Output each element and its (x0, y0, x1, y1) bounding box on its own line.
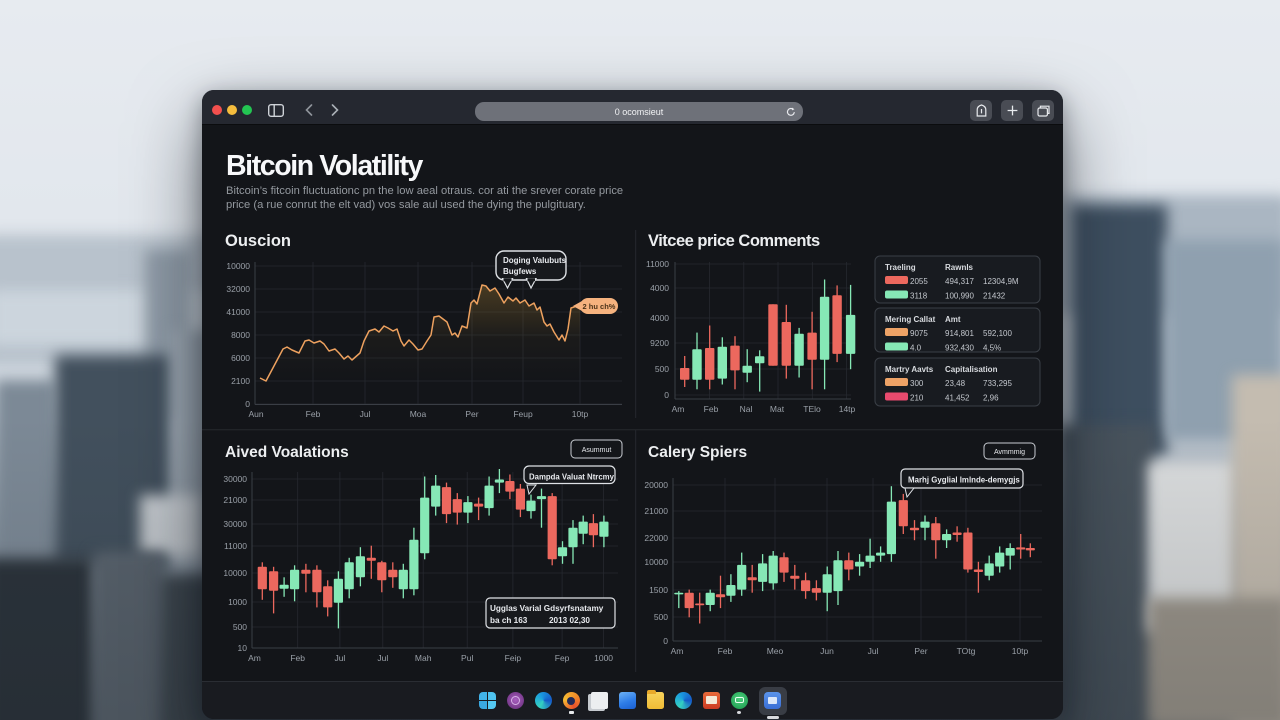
svg-text:Fep: Fep (555, 653, 570, 663)
svg-text:22000: 22000 (644, 533, 668, 543)
svg-text:9075: 9075 (910, 329, 928, 338)
svg-text:Vitcee price Comments: Vitcee price Comments (648, 232, 820, 250)
svg-text:ba ch 163: ba ch 163 (490, 616, 528, 625)
svg-text:500: 500 (654, 612, 668, 622)
svg-text:2100: 2100 (231, 376, 250, 386)
svg-text:Meo: Meo (767, 646, 784, 656)
svg-text:2,96: 2,96 (983, 394, 999, 403)
svg-text:0: 0 (663, 636, 668, 646)
svg-text:4.0: 4.0 (910, 344, 922, 353)
svg-text:1500: 1500 (649, 585, 668, 595)
svg-text:2 hu ch%: 2 hu ch% (583, 302, 616, 311)
svg-text:Am: Am (672, 404, 685, 414)
svg-text:Doging Valubuts: Doging Valubuts (503, 256, 567, 265)
svg-text:4000: 4000 (650, 283, 669, 293)
svg-text:9200: 9200 (650, 338, 669, 348)
svg-text:32000: 32000 (226, 284, 250, 294)
svg-text:210: 210 (910, 394, 924, 403)
svg-text:500: 500 (655, 364, 669, 374)
svg-text:8000: 8000 (231, 330, 250, 340)
svg-text:500: 500 (233, 622, 247, 632)
svg-text:23,48: 23,48 (945, 379, 966, 388)
svg-text:Asummut: Asummut (582, 447, 612, 454)
svg-text:Nal: Nal (740, 404, 753, 414)
svg-text:10tp: 10tp (572, 409, 589, 419)
svg-text:592,100: 592,100 (983, 329, 1012, 338)
svg-text:10000: 10000 (223, 568, 247, 578)
svg-text:2013 02,30: 2013 02,30 (549, 616, 590, 625)
svg-text:21000: 21000 (223, 495, 247, 505)
svg-text:Dampda Valuat Ntrcmy: Dampda Valuat Ntrcmy (529, 473, 615, 482)
svg-text:Feb: Feb (306, 409, 321, 419)
svg-text:4,5%: 4,5% (983, 344, 1001, 353)
svg-text:21432: 21432 (983, 292, 1006, 301)
svg-text:100,990: 100,990 (945, 292, 974, 301)
svg-text:932,430: 932,430 (945, 344, 974, 353)
svg-text:Avmmmig: Avmmmig (994, 449, 1025, 456)
svg-text:20000: 20000 (644, 480, 668, 490)
svg-text:12304,9M: 12304,9M (983, 277, 1019, 286)
svg-text:21000: 21000 (644, 506, 668, 516)
svg-text:300: 300 (910, 379, 924, 388)
svg-text:41,452: 41,452 (945, 394, 970, 403)
svg-text:11000: 11000 (646, 259, 669, 269)
svg-text:733,295: 733,295 (983, 379, 1012, 388)
svg-text:30000: 30000 (223, 474, 247, 484)
svg-text:Moa: Moa (410, 409, 427, 419)
svg-text:10: 10 (238, 643, 248, 653)
svg-text:3118: 3118 (910, 292, 928, 301)
svg-text:1000: 1000 (594, 653, 613, 663)
svg-text:Jun: Jun (820, 646, 834, 656)
svg-text:Ugglas Varial Gdsyrfsnatamy: Ugglas Varial Gdsyrfsnatamy (490, 604, 604, 613)
svg-text:6000: 6000 (231, 353, 250, 363)
svg-text:Per: Per (914, 646, 927, 656)
svg-text:10000: 10000 (226, 261, 250, 271)
svg-text:Feup: Feup (513, 409, 533, 419)
svg-text:Martry Aavts: Martry Aavts (885, 365, 934, 374)
svg-text:Jul: Jul (377, 653, 388, 663)
svg-text:14tp: 14tp (839, 404, 856, 414)
svg-text:1000: 1000 (228, 597, 247, 607)
svg-text:Aived Voalations: Aived Voalations (225, 444, 349, 461)
svg-text:Jul: Jul (360, 409, 371, 419)
svg-text:0: 0 (664, 390, 669, 400)
svg-text:Am: Am (248, 653, 261, 663)
svg-text:Pul: Pul (461, 653, 473, 663)
svg-text:Bitcoin Volatility: Bitcoin Volatility (226, 150, 424, 182)
svg-text:10tp: 10tp (1012, 646, 1029, 656)
svg-text:Per: Per (465, 409, 478, 419)
svg-text:Mat: Mat (770, 404, 785, 414)
svg-text:Amt: Amt (945, 315, 961, 324)
svg-text:10000: 10000 (644, 557, 668, 567)
svg-text:Mah: Mah (415, 653, 432, 663)
svg-text:41000: 41000 (226, 307, 250, 317)
svg-text:0: 0 (245, 399, 250, 409)
svg-text:494,317: 494,317 (945, 277, 974, 286)
svg-text:Marhj Gyglial lmlnde-demygjs: Marhj Gyglial lmlnde-demygjs (908, 476, 1020, 485)
svg-text:Calery Spiers: Calery Spiers (648, 444, 747, 461)
svg-text:Traeling: Traeling (885, 263, 916, 272)
svg-text:Aun: Aun (248, 409, 263, 419)
svg-text:30000: 30000 (223, 519, 247, 529)
svg-text:Feip: Feip (505, 653, 522, 663)
svg-text:Rawnls: Rawnls (945, 263, 974, 272)
svg-text:Am: Am (671, 646, 684, 656)
svg-text:Bitcoin’s fitcoin fluctuationc: Bitcoin’s fitcoin fluctuationc pn the lo… (226, 185, 623, 197)
svg-text:914,801: 914,801 (945, 329, 974, 338)
svg-text:Capitalisation: Capitalisation (945, 365, 998, 374)
svg-text:Feb: Feb (704, 404, 719, 414)
svg-text:price (a rue conrut the elt va: price (a rue conrut the elt vad) vos sal… (226, 199, 586, 211)
svg-text:TOtg: TOtg (957, 646, 976, 656)
svg-text:Feb: Feb (290, 653, 305, 663)
svg-text:11000: 11000 (224, 541, 247, 551)
svg-text:TElo: TElo (803, 404, 821, 414)
svg-text:Feb: Feb (718, 646, 733, 656)
svg-text:Jul: Jul (334, 653, 345, 663)
svg-text:Bugfews: Bugfews (503, 267, 537, 276)
svg-text:Ouscion: Ouscion (225, 232, 291, 250)
svg-text:Jul: Jul (868, 646, 879, 656)
svg-text:2055: 2055 (910, 277, 928, 286)
svg-text:4000: 4000 (650, 313, 669, 323)
svg-text:Mering Callat: Mering Callat (885, 315, 936, 324)
